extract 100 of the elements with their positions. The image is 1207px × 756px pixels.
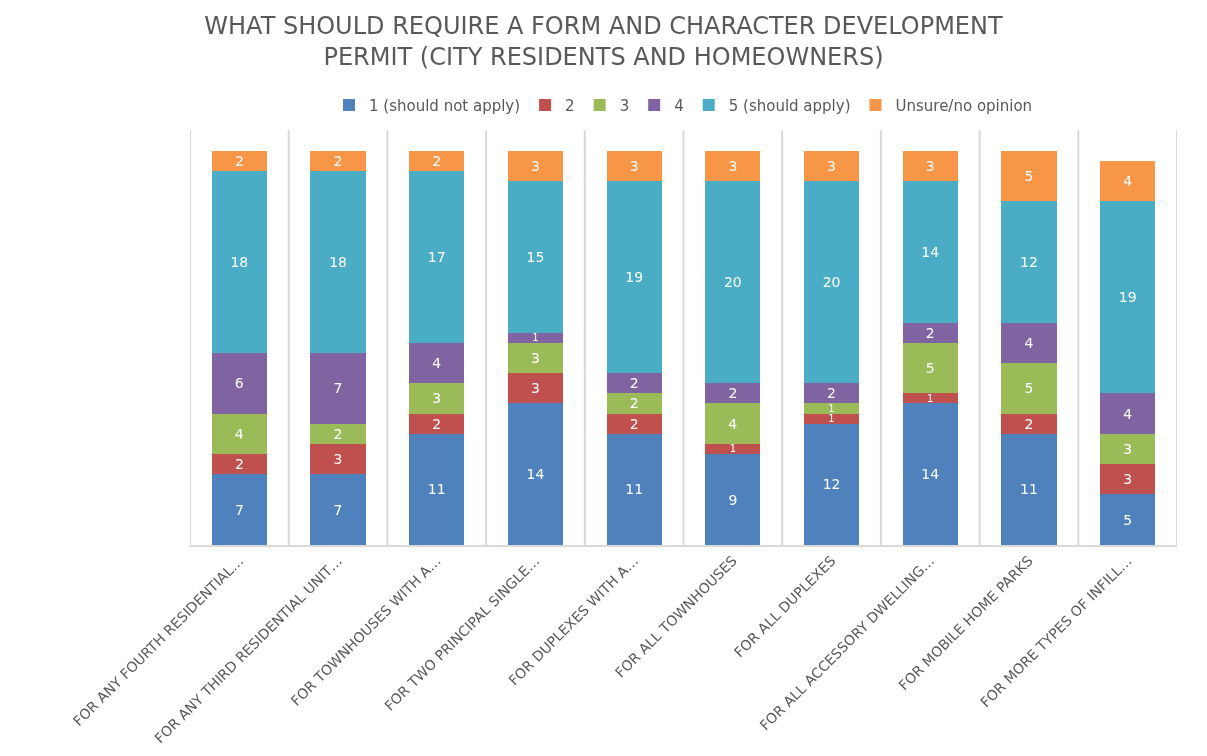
chart-title: WHAT SHOULD REQUIRE A FORM AND CHARACTER DEVELOPMENT PERMIT (CITY RESIDENTS AND HOMEOWNERS) — [204, 12, 1003, 72]
data-label: 19 — [625, 269, 644, 286]
data-label: 3 — [629, 157, 639, 174]
data-label: 3 — [530, 157, 540, 174]
bar — [310, 443, 366, 475]
bar — [409, 170, 465, 343]
bar — [507, 403, 564, 545]
data-label: 2 — [432, 152, 442, 169]
bar — [705, 383, 761, 404]
data-label: 2 — [432, 415, 442, 432]
bar — [1001, 413, 1057, 434]
bar — [902, 342, 958, 394]
data-label: 3 — [530, 349, 540, 366]
bar — [310, 352, 366, 424]
data-label: 15 — [526, 248, 545, 265]
data-label: 4 — [1024, 334, 1034, 351]
bar — [1001, 201, 1057, 323]
bar — [1100, 201, 1156, 394]
data-label: 11 — [625, 481, 644, 498]
data-label: 5 — [1024, 168, 1034, 185]
bar — [409, 433, 465, 545]
data-label: 2 — [925, 324, 935, 341]
bar — [507, 332, 564, 343]
data-label: 2 — [234, 152, 244, 169]
data-label: 18 — [230, 253, 249, 270]
data-label: 14 — [921, 466, 940, 483]
bar — [409, 413, 465, 434]
data-label: 12 — [1020, 253, 1038, 270]
data-label: 2 — [629, 375, 639, 392]
data-label: 3 — [1123, 471, 1133, 488]
bar — [803, 383, 860, 404]
data-label: 4 — [1123, 173, 1133, 190]
legend-label: Unsure/no opinion — [895, 96, 1033, 115]
bar — [803, 403, 860, 414]
bar — [902, 403, 958, 545]
legend-label: 1 (should not apply) — [369, 96, 521, 115]
data-label: 1 — [532, 332, 539, 344]
data-label: 3 — [530, 380, 540, 397]
bar — [705, 443, 761, 455]
bar — [310, 423, 366, 444]
bar — [606, 373, 662, 394]
data-label: 20 — [723, 274, 742, 291]
data-label: 3 — [827, 157, 837, 174]
data-label: 9 — [728, 491, 738, 508]
data-label: 5 — [1123, 511, 1133, 528]
bar — [606, 150, 662, 182]
data-label: 20 — [822, 274, 841, 291]
bar — [902, 393, 958, 404]
bar — [1100, 160, 1156, 202]
bar — [507, 342, 564, 374]
data-label: 1 — [828, 413, 835, 425]
data-label: 1 — [729, 443, 737, 455]
bar — [310, 170, 366, 353]
data-label: 19 — [1118, 289, 1137, 306]
bar — [606, 413, 662, 434]
data-label: 2 — [333, 152, 343, 169]
bar — [705, 181, 761, 384]
data-label: 3 — [925, 157, 935, 174]
data-label: 6 — [234, 375, 244, 392]
data-label: 5 — [925, 360, 935, 377]
data-label: 1 — [927, 392, 934, 404]
data-label: 17 — [427, 248, 446, 265]
data-label: 5 — [1024, 380, 1034, 397]
bar — [1001, 150, 1057, 202]
bar — [902, 181, 958, 323]
data-label: 7 — [333, 501, 343, 518]
bar — [1001, 433, 1057, 545]
bar — [211, 454, 267, 475]
bar — [409, 150, 465, 171]
bar — [803, 413, 860, 424]
bar — [211, 474, 267, 545]
data-label: 3 — [432, 390, 442, 407]
data-label: 2 — [629, 395, 639, 412]
bar — [606, 393, 662, 414]
data-label: 14 — [526, 466, 545, 483]
bar — [606, 181, 662, 374]
bar — [803, 181, 860, 384]
bar — [606, 433, 662, 545]
data-label: 14 — [921, 243, 940, 260]
data-label: 2 — [827, 385, 837, 402]
bar — [211, 170, 267, 353]
data-label: 7 — [333, 380, 343, 397]
bar — [902, 322, 958, 343]
data-label: 2 — [333, 425, 343, 442]
data-label: 2 — [728, 385, 738, 402]
bar — [705, 403, 761, 444]
bar — [705, 454, 761, 545]
bar — [1001, 322, 1057, 364]
bar — [211, 413, 267, 455]
bar — [409, 342, 465, 384]
bar — [1100, 494, 1156, 545]
data-label: 2 — [1024, 415, 1034, 432]
bar — [803, 150, 860, 182]
data-label: 11 — [427, 481, 446, 498]
bar — [902, 150, 958, 182]
bar — [1001, 363, 1057, 414]
bar — [507, 181, 564, 333]
data-label: 4 — [432, 355, 442, 372]
bar — [211, 150, 267, 171]
bar — [1100, 433, 1156, 465]
